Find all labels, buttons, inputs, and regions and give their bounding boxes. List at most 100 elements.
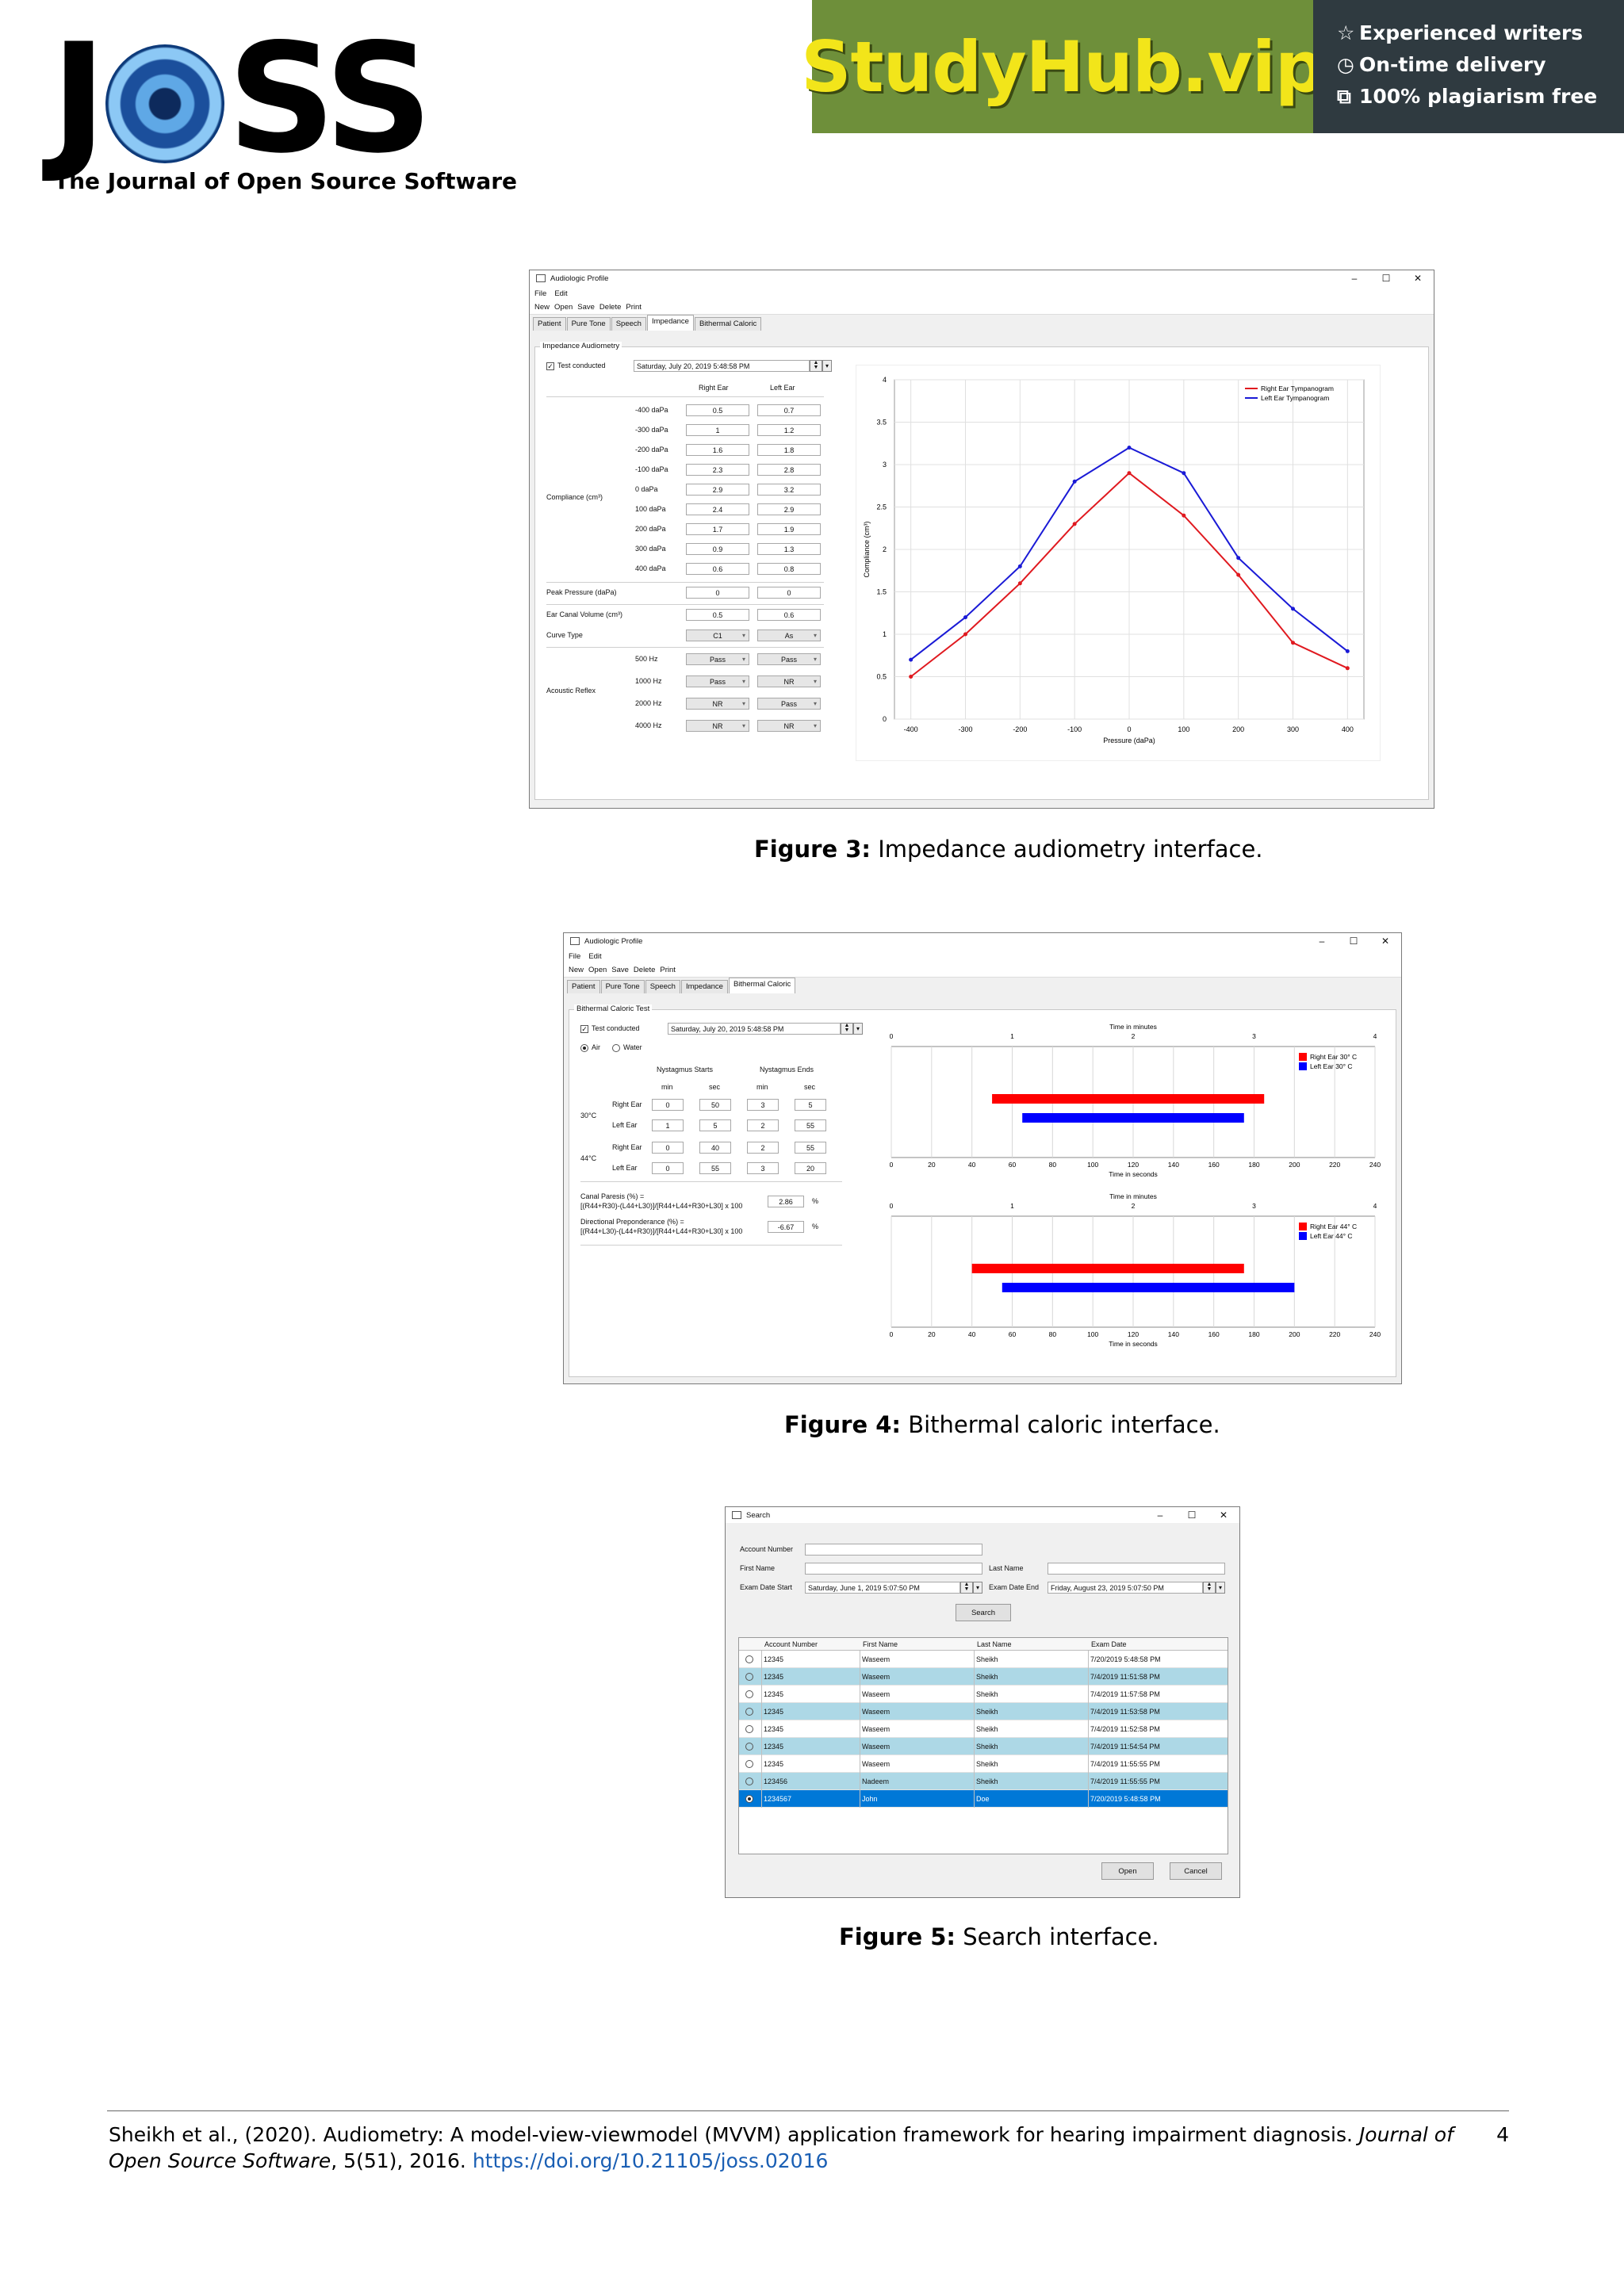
peak-pressure-right[interactable]: 0: [686, 587, 749, 599]
compliance-right-field[interactable]: 1.6: [686, 444, 749, 456]
reflex-right-select[interactable]: Pass: [686, 653, 749, 665]
row-select-radio[interactable]: [745, 1655, 753, 1663]
tab-impedance[interactable]: Impedance: [680, 980, 728, 993]
open-button[interactable]: Open: [554, 303, 573, 312]
maximize-icon[interactable]: ☐: [1381, 273, 1391, 284]
nystagmus-time-field[interactable]: 3: [747, 1099, 779, 1111]
table-row[interactable]: 12345 Waseem Sheikh 7/4/2019 11:57:58 PM: [739, 1686, 1228, 1703]
nystagmus-time-field[interactable]: 5: [795, 1099, 826, 1111]
tab-speech[interactable]: Speech: [645, 980, 680, 993]
nystagmus-time-field[interactable]: 50: [699, 1099, 731, 1111]
compliance-right-field[interactable]: 2.4: [686, 503, 749, 515]
tab-bithermal-caloric[interactable]: Bithermal Caloric: [694, 317, 762, 331]
row-select-radio[interactable]: [745, 1743, 753, 1751]
minimize-icon[interactable]: –: [1157, 1510, 1163, 1521]
nystagmus-time-field[interactable]: 40: [699, 1142, 731, 1154]
canal-paresis-value[interactable]: 2.86: [768, 1196, 804, 1207]
nystagmus-time-field[interactable]: 0: [652, 1142, 684, 1154]
row-select-radio[interactable]: [745, 1760, 753, 1768]
compliance-right-field[interactable]: 0.5: [686, 404, 749, 416]
compliance-left-field[interactable]: 1.9: [757, 523, 821, 535]
reflex-left-select[interactable]: Pass: [757, 698, 821, 710]
print-button[interactable]: Print: [660, 966, 676, 974]
delete-button[interactable]: Delete: [633, 966, 656, 974]
column-header[interactable]: Account Number: [764, 1640, 818, 1648]
print-button[interactable]: Print: [626, 303, 642, 312]
tab-patient[interactable]: Patient: [533, 317, 566, 331]
tab-pure-tone[interactable]: Pure Tone: [600, 980, 645, 993]
close-icon[interactable]: ✕: [1381, 936, 1390, 947]
doi-link[interactable]: https://doi.org/10.21105/joss.02016: [472, 2149, 829, 2172]
compliance-right-field[interactable]: 1: [686, 424, 749, 436]
compliance-left-field[interactable]: 2.8: [757, 464, 821, 476]
compliance-left-field[interactable]: 1.3: [757, 543, 821, 555]
nystagmus-time-field[interactable]: 55: [699, 1162, 731, 1174]
nystagmus-time-field[interactable]: 2: [747, 1142, 779, 1154]
compliance-right-field[interactable]: 2.9: [686, 484, 749, 496]
nystagmus-time-field[interactable]: 5: [699, 1119, 731, 1131]
table-row[interactable]: 12345 Waseem Sheikh 7/4/2019 11:52:58 PM: [739, 1720, 1228, 1738]
row-select-radio[interactable]: [745, 1708, 753, 1716]
exam-date-start-picker[interactable]: Saturday, June 1, 2019 5:07:50 PM: [805, 1582, 960, 1594]
row-select-radio[interactable]: [745, 1725, 753, 1733]
tab-patient[interactable]: Patient: [567, 980, 600, 993]
reflex-right-select[interactable]: NR: [686, 698, 749, 710]
cancel-button[interactable]: Cancel: [1170, 1862, 1222, 1880]
nystagmus-time-field[interactable]: 55: [795, 1142, 826, 1154]
compliance-left-field[interactable]: 1.2: [757, 424, 821, 436]
tab-bithermal-caloric[interactable]: Bithermal Caloric: [728, 978, 796, 993]
menu-file[interactable]: File: [569, 951, 581, 961]
nystagmus-time-field[interactable]: 0: [652, 1099, 684, 1111]
nystagmus-time-field[interactable]: 2: [747, 1119, 779, 1131]
date-dropdown[interactable]: ▾: [822, 360, 832, 372]
date-spinner[interactable]: ▲ ▼: [810, 360, 822, 372]
directional-preponderance-value[interactable]: -6.67: [768, 1221, 804, 1233]
curve-type-left[interactable]: As: [757, 629, 821, 641]
table-row[interactable]: 12345 Waseem Sheikh 7/4/2019 11:54:54 PM: [739, 1738, 1228, 1755]
compliance-right-field[interactable]: 0.6: [686, 563, 749, 575]
reflex-right-select[interactable]: Pass: [686, 675, 749, 687]
table-row[interactable]: 12345 Waseem Sheikh 7/4/2019 11:51:58 PM: [739, 1668, 1228, 1686]
close-icon[interactable]: ✕: [1413, 273, 1423, 284]
table-row[interactable]: 1234567 John Doe 7/20/2019 5:48:58 PM: [739, 1790, 1228, 1808]
test-date-picker[interactable]: Saturday, July 20, 2019 5:48:58 PM: [668, 1023, 841, 1035]
nystagmus-time-field[interactable]: 3: [747, 1162, 779, 1174]
save-button[interactable]: Save: [611, 966, 629, 974]
table-row[interactable]: 12345 Waseem Sheikh 7/4/2019 11:53:58 PM: [739, 1703, 1228, 1720]
last-name-input[interactable]: [1048, 1563, 1225, 1575]
column-header[interactable]: Last Name: [977, 1640, 1012, 1648]
reflex-left-select[interactable]: NR: [757, 720, 821, 732]
nystagmus-time-field[interactable]: 0: [652, 1162, 684, 1174]
maximize-icon[interactable]: ☐: [1349, 936, 1358, 947]
date-spinner[interactable]: ▲ ▼: [1203, 1582, 1216, 1594]
table-row[interactable]: 123456 Nadeem Sheikh 7/4/2019 11:55:55 PM: [739, 1773, 1228, 1790]
reflex-left-select[interactable]: NR: [757, 675, 821, 687]
tab-speech[interactable]: Speech: [611, 317, 646, 331]
row-select-radio[interactable]: [745, 1795, 753, 1803]
advertisement-banner[interactable]: StudyHub.vip ☆ Experienced writers ◷ On-ti…: [801, 0, 1624, 133]
curve-type-right[interactable]: C1: [686, 629, 749, 641]
tab-impedance[interactable]: Impedance: [646, 315, 694, 331]
table-row[interactable]: 12345 Waseem Sheikh 7/20/2019 5:48:58 PM: [739, 1651, 1228, 1668]
ecv-right[interactable]: 0.5: [686, 609, 749, 621]
open-button[interactable]: Open: [588, 966, 607, 974]
account-number-input[interactable]: [805, 1544, 982, 1556]
compliance-left-field[interactable]: 2.9: [757, 503, 821, 515]
water-radio[interactable]: Water: [612, 1043, 642, 1052]
compliance-left-field[interactable]: 3.2: [757, 484, 821, 496]
table-row[interactable]: 12345 Waseem Sheikh 7/4/2019 11:55:55 PM: [739, 1755, 1228, 1773]
exam-date-end-picker[interactable]: Friday, August 23, 2019 5:07:50 PM: [1048, 1582, 1203, 1594]
results-grid[interactable]: Account Number First Name Last Name Exam…: [738, 1637, 1228, 1854]
menu-edit[interactable]: Edit: [554, 289, 568, 298]
minimize-icon[interactable]: –: [1319, 936, 1325, 947]
column-header[interactable]: First Name: [863, 1640, 898, 1648]
menu-edit[interactable]: Edit: [588, 951, 602, 961]
reflex-right-select[interactable]: NR: [686, 720, 749, 732]
date-spinner[interactable]: ▲ ▼: [960, 1582, 973, 1594]
open-button[interactable]: Open: [1101, 1862, 1154, 1880]
row-select-radio[interactable]: [745, 1777, 753, 1785]
date-dropdown[interactable]: ▾: [973, 1582, 982, 1594]
menu-file[interactable]: File: [534, 289, 547, 298]
compliance-right-field[interactable]: 0.9: [686, 543, 749, 555]
test-conducted-checkbox[interactable]: ✓ Test conducted: [580, 1024, 640, 1033]
